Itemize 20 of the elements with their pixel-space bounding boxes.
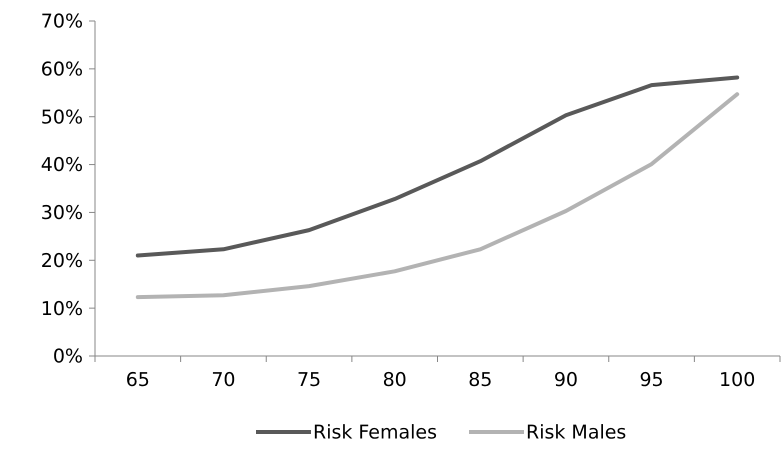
y-tick-label: 10% (40, 298, 83, 320)
y-tick-label: 30% (40, 202, 83, 224)
x-tick-label: 85 (468, 369, 492, 391)
x-tick-label: 65 (126, 369, 150, 391)
y-tick-label: 70% (40, 10, 83, 33)
y-tick-label: 60% (40, 58, 83, 81)
y-tick-label: 20% (40, 250, 83, 272)
y-tick-label: 50% (40, 106, 83, 128)
line-series (136, 75, 740, 258)
x-tick-label: 100 (719, 369, 756, 391)
x-tick-label: 90 (554, 369, 578, 391)
legend-label: Risk Males (526, 422, 626, 444)
line-series (136, 92, 740, 300)
x-tick-label: 95 (639, 369, 664, 391)
x-tick-label: 70 (211, 369, 236, 391)
x-tick-label: 80 (382, 369, 407, 391)
legend-label: Risk Females (313, 422, 438, 444)
y-tick-label: 40% (40, 154, 83, 176)
x-tick-label: 75 (296, 369, 322, 391)
y-tick-label: 0% (52, 346, 83, 368)
